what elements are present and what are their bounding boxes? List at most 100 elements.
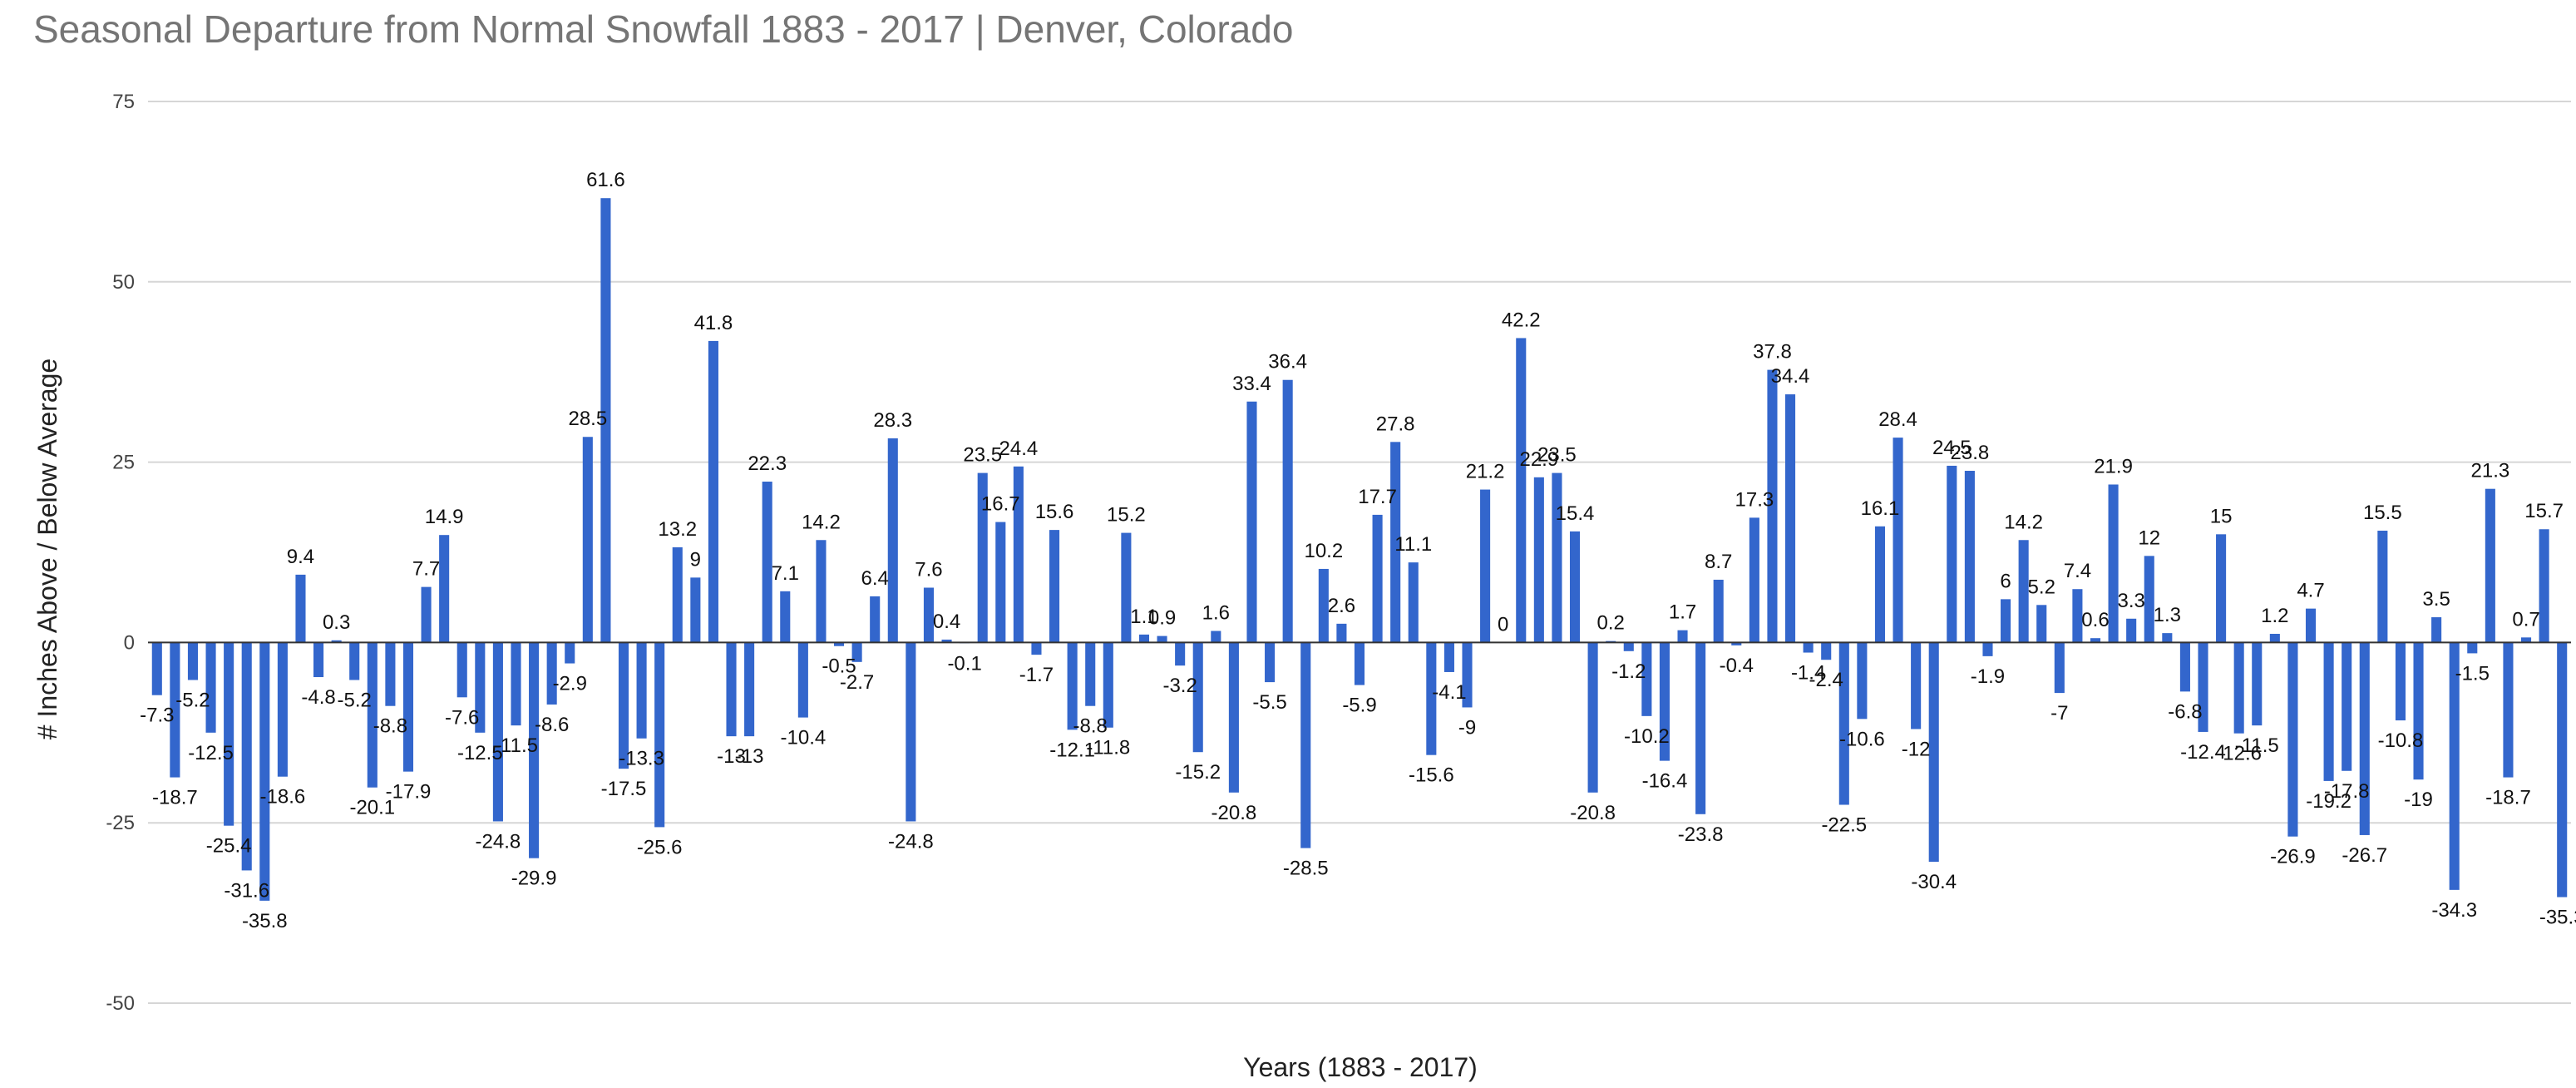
bar	[187, 642, 199, 680]
data-label: -1.9	[1971, 665, 2005, 688]
data-label: -12.4	[2180, 741, 2226, 764]
gridlines	[148, 101, 2571, 1004]
data-label: -5.9	[1342, 695, 1376, 717]
data-label: 21.2	[1466, 461, 1505, 483]
bar	[511, 642, 521, 726]
data-label: -10.2	[1624, 725, 1670, 748]
data-label: -35.8	[242, 910, 288, 932]
bar	[1067, 642, 1078, 730]
data-label: 22.9	[1519, 448, 1558, 471]
bar	[941, 639, 952, 643]
data-label: 0.6	[2081, 609, 2109, 631]
bar	[636, 642, 647, 739]
data-label: -8.8	[373, 715, 407, 738]
y-tick-label: 75	[112, 91, 135, 113]
data-label: 24.4	[999, 438, 1039, 460]
bar	[1265, 642, 1276, 683]
data-label: -16.4	[1642, 770, 1688, 793]
data-label: -11.8	[1086, 737, 1130, 759]
data-label: -6.8	[2168, 700, 2202, 723]
data-label: -18.7	[152, 787, 198, 809]
data-label: -12.1	[1049, 739, 1095, 761]
data-label: -1.5	[2455, 662, 2490, 685]
bar	[1516, 338, 1527, 643]
bar	[2342, 642, 2352, 771]
data-label: 0.9	[1148, 607, 1176, 630]
bar	[295, 574, 306, 643]
bar	[1354, 642, 1365, 685]
data-label: 24.5	[1932, 437, 1971, 459]
bar	[367, 642, 378, 788]
bar	[170, 642, 180, 778]
bar	[1785, 394, 1796, 643]
data-label: -10.6	[1839, 728, 1885, 750]
data-label: 15.6	[1035, 501, 1074, 523]
data-label: 42.2	[1502, 309, 1541, 331]
data-label: 14.2	[2004, 511, 2043, 533]
bar	[2359, 642, 2370, 835]
data-label: -8.6	[535, 714, 569, 736]
bar	[1623, 642, 1634, 651]
data-label: -13	[735, 745, 764, 768]
data-label: 1.1	[1130, 606, 1157, 628]
bar	[1695, 642, 1706, 814]
data-label: -34.3	[2431, 899, 2477, 922]
data-label: 1.7	[1669, 601, 1696, 624]
bar	[2520, 637, 2532, 643]
data-label: 61.6	[586, 169, 625, 191]
bar	[1874, 526, 1886, 643]
bar	[1013, 466, 1024, 643]
data-label: 3.3	[2117, 590, 2144, 612]
data-label: -10.8	[2378, 729, 2424, 752]
bar	[241, 642, 252, 871]
data-label: -12.6	[2216, 743, 2262, 765]
data-label: -4.8	[301, 686, 335, 709]
bar	[2054, 642, 2065, 694]
bar	[690, 577, 701, 643]
bar	[923, 587, 934, 643]
bar	[2269, 633, 2280, 643]
bar	[1731, 642, 1742, 645]
data-label: -1.4	[1791, 662, 1825, 685]
bar	[1659, 642, 1670, 761]
bar	[2287, 642, 2298, 837]
data-label: -0.5	[822, 655, 856, 678]
bar	[1246, 401, 1257, 643]
data-label: -29.9	[511, 868, 557, 890]
data-label: -31.6	[224, 879, 269, 902]
data-label: -24.8	[888, 830, 934, 853]
bar	[1426, 642, 1437, 755]
data-label: 23.5	[963, 444, 1002, 467]
data-label: -35.3	[2539, 907, 2576, 929]
data-label: -4.1	[1432, 681, 1466, 704]
bar	[906, 642, 916, 822]
data-label: 10.2	[1304, 540, 1343, 562]
chart-title: Seasonal Departure from Normal Snowfall …	[33, 7, 1294, 51]
data-label: -25.6	[637, 836, 683, 858]
data-labels: -7.3 -18.7 -5.2 -12.5 -25.4 -31.6 -35.8 -18.6 9.…	[140, 169, 2576, 932]
data-label: -0.4	[1720, 655, 1754, 677]
bar	[2323, 642, 2334, 781]
bar	[2216, 534, 2227, 643]
bar	[402, 642, 414, 772]
bar	[762, 482, 772, 643]
bar	[1228, 642, 1239, 793]
data-label: -26.7	[2342, 844, 2387, 867]
bar	[2179, 642, 2190, 692]
bar	[385, 642, 396, 706]
bar	[1282, 379, 1293, 643]
data-label: -12.5	[457, 742, 503, 764]
bar	[546, 642, 557, 705]
bar	[672, 546, 683, 643]
data-label: -24.8	[476, 830, 521, 853]
bar	[851, 642, 862, 662]
bar	[1911, 642, 1922, 729]
bar	[1569, 531, 1581, 643]
bar	[2413, 642, 2424, 780]
bar	[1928, 642, 1939, 863]
bar	[259, 642, 270, 901]
data-label: 16.1	[1861, 497, 1900, 520]
data-label: -17.5	[601, 778, 647, 800]
bar	[1749, 517, 1759, 643]
data-label: -12	[1902, 738, 1931, 760]
